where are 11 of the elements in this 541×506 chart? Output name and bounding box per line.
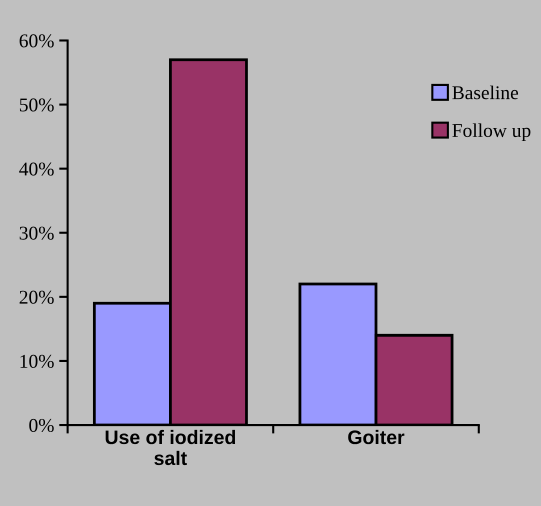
x-tick-label: Use of iodized salt <box>106 430 236 466</box>
y-tick-label: 60% <box>20 34 54 48</box>
legend-label: Baseline <box>452 86 518 100</box>
legend-label: Follow up <box>452 123 530 142</box>
y-tick-label: 20% <box>20 290 54 304</box>
y-tick-label: 40% <box>19 162 54 176</box>
y-tick-label: 0% <box>29 418 54 432</box>
y-tick-label: 10% <box>20 354 54 368</box>
y-tick-label: 50% <box>20 98 54 112</box>
y-tick-label: 30% <box>20 226 54 240</box>
x-tick-label: Goiter <box>348 430 404 444</box>
